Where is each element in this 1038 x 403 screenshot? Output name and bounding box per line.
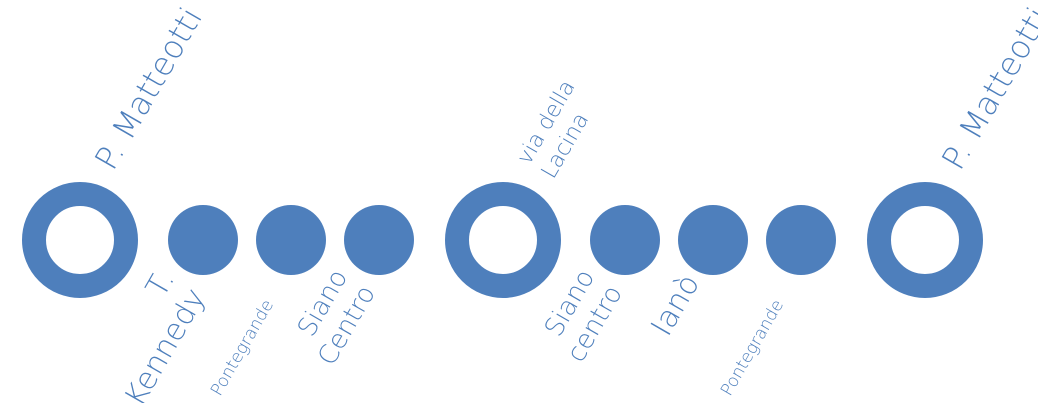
stop-dot: [766, 205, 836, 275]
stop-label: P. Matteotti: [934, 1, 1038, 176]
stop-dot: [678, 205, 748, 275]
stop-label-line: P. Matteotti: [87, 1, 210, 176]
terminal-stop-ring: [22, 182, 138, 298]
stop-label-line: Ianò: [644, 269, 707, 342]
stop-label-line: P. Matteotti: [934, 1, 1038, 176]
terminal-stop-ring: [867, 182, 983, 298]
stop-dot: [256, 205, 326, 275]
stop-label: SianoCentro: [285, 265, 382, 371]
stop-label-line: Pontegrande: [207, 296, 278, 399]
stop-dot: [344, 205, 414, 275]
stop-label: Ianò: [644, 269, 707, 342]
terminal-stop: via dellaLacina: [445, 76, 605, 298]
stop-label: Sianocentro: [534, 265, 629, 368]
stop-label-line: Pontegrande: [717, 296, 788, 399]
stop-label: P. Matteotti: [87, 1, 210, 176]
stop-dot: [590, 205, 660, 275]
stop-label: Pontegrande: [207, 296, 278, 399]
terminal-stop: P. Matteotti: [867, 1, 1038, 298]
stop-label: via dellaLacina: [513, 76, 605, 183]
stop-label: Pontegrande: [717, 296, 788, 399]
terminal-stop-ring: [445, 182, 561, 298]
stop-dot: [168, 205, 238, 275]
intermediate-stop: Ianò: [644, 205, 748, 342]
